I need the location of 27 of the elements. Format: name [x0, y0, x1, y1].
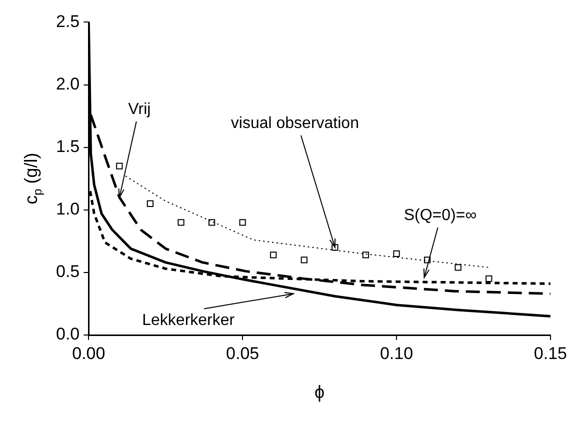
y-tick-label: 2.5 [56, 12, 80, 31]
x-tick-label: 0.10 [380, 344, 414, 363]
point [116, 162, 123, 170]
point [239, 219, 246, 226]
x-axis-title: ϕ [314, 382, 325, 402]
point [270, 252, 277, 258]
y-tick-label: 1.5 [56, 137, 80, 156]
point [362, 252, 370, 258]
x-tick-label: 0.00 [72, 344, 106, 363]
annotation: S(Q=0)=∞ [404, 206, 477, 224]
y-tick-label: 2.0 [56, 74, 80, 94]
y-tick-label: 0.0 [56, 324, 80, 344]
annotation: Lekkerkerker [142, 312, 236, 330]
point [146, 200, 154, 207]
point [486, 275, 492, 282]
y-tick-label: 1.0 [56, 200, 80, 219]
point [454, 264, 462, 271]
point [300, 256, 308, 264]
y-tick-label: 0.5 [56, 262, 80, 282]
annotation: Vrij [128, 100, 151, 118]
x-tick-label: 0.15 [534, 344, 568, 363]
annotation: visual observation [230, 114, 359, 132]
point [393, 250, 400, 257]
x-tick-label: 0.05 [226, 344, 260, 363]
point [208, 219, 216, 226]
point [178, 219, 184, 226]
y-axis-title: cp (g/l) [20, 152, 44, 204]
